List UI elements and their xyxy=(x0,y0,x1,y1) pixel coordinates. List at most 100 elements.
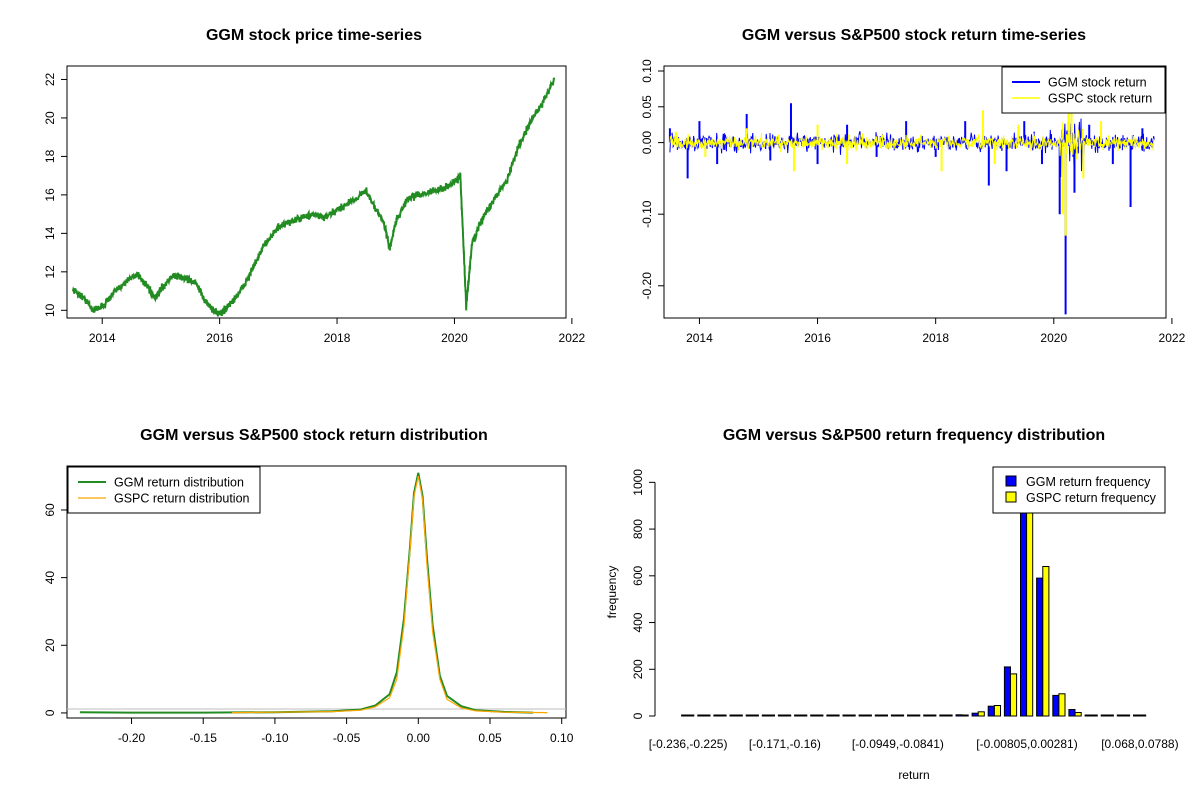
price-x-axis: 2014 2016 2018 2020 2022 xyxy=(89,318,586,345)
ggm-frequency-bar xyxy=(761,714,769,717)
returns-x-tick-label: 2014 xyxy=(686,331,713,345)
ggm-frequency-bar xyxy=(971,712,979,717)
gspc-frequency-bar xyxy=(880,714,889,717)
gspc-density-line xyxy=(231,475,548,714)
ggm-frequency-bar xyxy=(745,714,753,717)
histogram-x-tick-label: [0.068,0.0788) xyxy=(1101,737,1178,751)
price-chart-title: GGM stock price time-series xyxy=(206,27,422,44)
density-x-tick-label: 0.00 xyxy=(407,731,431,745)
returns-x-tick-label: 2020 xyxy=(1040,331,1067,345)
returns-legend-gspc-label: GSPC stock return xyxy=(1048,92,1152,106)
returns-x-tick-label: 2022 xyxy=(1159,331,1186,345)
ggm-return-line xyxy=(669,118,1155,178)
density-y-tick-label: 20 xyxy=(43,638,57,652)
ggm-frequency-bar xyxy=(826,714,834,717)
price-y-axis: 10 12 14 16 18 20 22 xyxy=(43,72,67,317)
price-y-tick-label: 16 xyxy=(43,188,57,202)
density-x-tick-label: -0.10 xyxy=(261,731,289,745)
histogram-y-tick-label: 800 xyxy=(631,519,645,539)
histogram-chart-title: GGM versus S&P500 return frequency distr… xyxy=(723,427,1105,444)
density-series xyxy=(79,472,548,714)
histogram-legend-ggm-label: GGM return frequency xyxy=(1026,475,1151,489)
gspc-frequency-bar xyxy=(687,714,695,717)
gspc-frequency-bar xyxy=(703,714,711,717)
returns-series xyxy=(668,78,1155,315)
histogram-x-axis-label: return xyxy=(898,768,929,782)
ggm-frequency-bar xyxy=(697,714,705,717)
returns-y-tick-label: -0.10 xyxy=(640,200,654,228)
gspc-frequency-bar xyxy=(945,714,953,717)
histogram-legend-ggm-swatch xyxy=(1005,475,1017,487)
price-x-tick-label: 2020 xyxy=(441,331,468,345)
gspc-frequency-bar xyxy=(864,714,872,717)
histogram-legend-box xyxy=(992,466,1166,514)
density-x-tick-label: 0.05 xyxy=(478,731,502,745)
price-x-tick-label: 2014 xyxy=(89,331,116,345)
ggm-frequency-bar xyxy=(939,714,947,717)
gspc-frequency-bar xyxy=(913,714,921,717)
price-series xyxy=(71,77,556,318)
gspc-frequency-bar xyxy=(784,714,792,717)
ggm-frequency-bar xyxy=(1133,714,1141,717)
gspc-frequency-bar xyxy=(735,714,743,717)
density-chart-title: GGM versus S&P500 stock return distribut… xyxy=(140,427,488,444)
ggm-frequency-bar xyxy=(1116,714,1124,717)
density-y-tick-label: 60 xyxy=(43,503,57,517)
price-plot-frame xyxy=(66,65,567,319)
gspc-frequency-bar xyxy=(993,705,1002,717)
ggm-frequency-bar xyxy=(1036,577,1044,717)
price-y-tick-label: 12 xyxy=(43,265,57,279)
density-x-tick-label: -0.20 xyxy=(118,731,146,745)
density-x-axis: -0.20 -0.15 -0.10 -0.05 0.00 0.05 0.10 xyxy=(118,718,574,745)
price-y-tick-label: 22 xyxy=(43,72,57,86)
gspc-frequency-bar xyxy=(1010,673,1018,717)
returns-y-tick-label: 0.05 xyxy=(640,95,654,119)
ggm-frequency-bar xyxy=(890,714,899,717)
gspc-frequency-bar xyxy=(816,714,824,717)
ggm-frequency-bar xyxy=(777,714,786,717)
ggm-frequency-bar xyxy=(794,714,802,717)
ggm-frequency-bar xyxy=(810,714,818,717)
density-legend: GGM return distribution GSPC return dist… xyxy=(67,466,261,514)
density-y-tick-label: 40 xyxy=(43,571,57,585)
gspc-frequency-bar xyxy=(767,714,776,717)
histogram-x-tick-label: [-0.00805,0.00281) xyxy=(976,737,1077,751)
density-legend-gspc-label: GSPC return distribution xyxy=(114,492,250,506)
histogram-bars xyxy=(681,467,1147,717)
gspc-frequency-bar xyxy=(961,714,969,717)
ggm-frequency-bar xyxy=(1052,694,1060,717)
gspc-frequency-bar xyxy=(848,714,856,717)
histogram-legend-gspc-label: GSPC return frequency xyxy=(1026,491,1157,505)
gspc-frequency-bar xyxy=(1139,714,1147,717)
gspc-frequency-bar xyxy=(977,711,985,717)
gspc-frequency-bar xyxy=(751,714,759,717)
ggm-frequency-bar xyxy=(842,714,850,717)
gspc-frequency-bar xyxy=(800,714,808,717)
histogram-y-tick-label: 600 xyxy=(631,565,645,585)
ggm-frequency-bar xyxy=(1068,709,1076,717)
returns-y-tick-label: -0.20 xyxy=(640,272,654,300)
returns-legend-box xyxy=(1001,66,1166,114)
returns-chart-title: GGM versus S&P500 stock return time-seri… xyxy=(742,27,1086,44)
gspc-frequency-bar xyxy=(1074,712,1082,717)
ggm-frequency-bar xyxy=(729,714,737,717)
density-x-tick-label: -0.05 xyxy=(333,731,361,745)
density-x-tick-label: 0.10 xyxy=(550,731,574,745)
gspc-frequency-bar xyxy=(1123,714,1131,717)
histogram-y-tick-label: 400 xyxy=(631,612,645,632)
ggm-frequency-bar xyxy=(955,714,963,717)
histogram-x-tick-label: [-0.236,-0.225) xyxy=(649,737,728,751)
gspc-frequency-bar xyxy=(929,714,937,717)
ggm-frequency-bar xyxy=(907,714,915,717)
returns-x-tick-label: 2016 xyxy=(804,331,831,345)
density-panel: GGM versus S&P500 stock return distribut… xyxy=(43,427,574,745)
returns-legend: GGM stock return GSPC stock return xyxy=(1001,66,1166,114)
gspc-frequency-bar xyxy=(897,714,905,717)
density-legend-box xyxy=(67,466,261,514)
price-x-tick-label: 2018 xyxy=(324,331,351,345)
returns-y-tick-label: 0.00 xyxy=(640,131,654,155)
histogram-legend: GGM return frequency GSPC return frequen… xyxy=(992,466,1166,514)
gspc-frequency-bar xyxy=(1042,566,1050,717)
histogram-y-axis-label: frequency xyxy=(605,566,619,619)
